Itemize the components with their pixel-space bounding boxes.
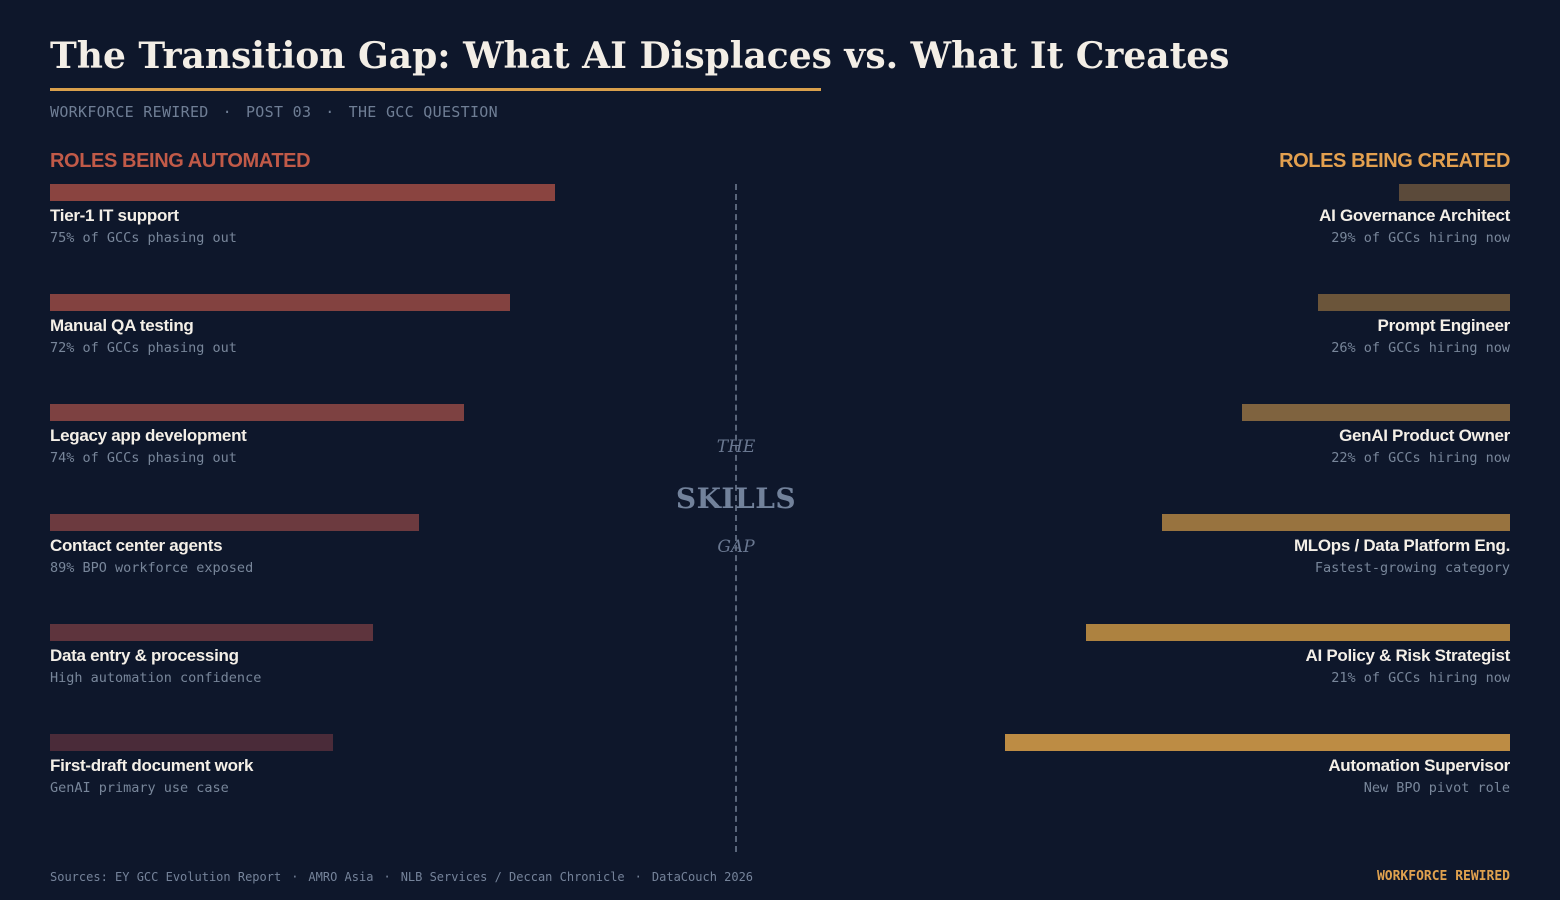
subtitle: WORKFORCE REWIRED · POST 03 · THE GCC QUESTI… xyxy=(50,102,498,122)
created-role-label: MLOps / Data Platform Eng. xyxy=(1293,536,1510,555)
gap-label-middle: SKILLS xyxy=(675,482,797,515)
created-role-note: 29% of GCCs hiring now xyxy=(1331,230,1510,246)
footer-sources: Sources: EY GCC Evolution Report · AMRO As… xyxy=(50,869,753,885)
automated-bar xyxy=(50,734,333,751)
created-role-note: 22% of GCCs hiring now xyxy=(1331,450,1510,466)
created-heading: ROLES BEING CREATED xyxy=(1279,150,1510,172)
automated-role-note: High automation confidence xyxy=(50,670,262,686)
created-role-label: AI Policy & Risk Strategist xyxy=(1305,646,1511,665)
created-bar xyxy=(1242,404,1510,421)
source-separator: · xyxy=(383,870,391,884)
gap-label-top: THE xyxy=(716,437,756,457)
title-underline xyxy=(50,88,821,91)
created-role-note: New BPO pivot role xyxy=(1363,780,1510,796)
skills-gap-divider xyxy=(735,184,737,852)
automated-bar xyxy=(50,404,464,421)
gap-label-bottom: GAP xyxy=(717,537,755,557)
source-item: Sources: EY GCC Evolution Report xyxy=(50,870,282,884)
created-role-label: AI Governance Architect xyxy=(1319,206,1510,225)
subtitle-post: POST 03 xyxy=(245,103,312,121)
automated-role-label: Data entry & processing xyxy=(50,646,239,665)
automated-bar xyxy=(50,514,419,531)
created-bar xyxy=(1399,184,1510,201)
automated-role-note: 75% of GCCs phasing out xyxy=(50,230,237,246)
source-item: AMRO Asia xyxy=(308,870,374,884)
automated-bar xyxy=(50,184,555,201)
subtitle-separator: · xyxy=(325,103,335,121)
automated-role-label: Tier-1 IT support xyxy=(50,206,179,225)
page-title: The Transition Gap: What AI Displaces vs… xyxy=(50,35,1230,77)
created-role-label: Automation Supervisor xyxy=(1328,756,1510,775)
created-bar xyxy=(1318,294,1510,311)
created-bar xyxy=(1086,624,1510,641)
created-role-note: 26% of GCCs hiring now xyxy=(1331,340,1510,356)
source-item: DataCouch 2026 xyxy=(651,870,754,884)
subtitle-separator: · xyxy=(222,103,232,121)
created-role-note: 21% of GCCs hiring now xyxy=(1331,670,1510,686)
subtitle-series: WORKFORCE REWIRED xyxy=(50,103,209,121)
automated-heading: ROLES BEING AUTOMATED xyxy=(50,150,311,172)
automated-role-label: Manual QA testing xyxy=(50,316,194,335)
created-role-note: Fastest-growing category xyxy=(1314,560,1510,576)
created-bar xyxy=(1005,734,1510,751)
automated-bar xyxy=(50,294,510,311)
created-role-label: GenAI Product Owner xyxy=(1339,426,1510,445)
automated-role-label: First-draft document work xyxy=(50,756,254,775)
automated-role-note: 89% BPO workforce exposed xyxy=(50,560,254,576)
footer-brand: WORKFORCE REWIRED xyxy=(1376,869,1510,884)
subtitle-topic: THE GCC QUESTION xyxy=(348,103,498,121)
source-separator: · xyxy=(634,870,642,884)
automated-role-label: Legacy app development xyxy=(50,426,247,445)
source-item: NLB Services / Deccan Chronicle xyxy=(400,870,625,884)
automated-role-note: 72% of GCCs phasing out xyxy=(50,340,237,356)
source-separator: · xyxy=(291,870,299,884)
created-bar xyxy=(1162,514,1510,531)
automated-role-note: GenAI primary use case xyxy=(50,780,229,796)
automated-bar xyxy=(50,624,373,641)
automated-role-label: Contact center agents xyxy=(50,536,223,555)
automated-role-note: 74% of GCCs phasing out xyxy=(50,450,237,466)
created-role-label: Prompt Engineer xyxy=(1377,316,1511,335)
